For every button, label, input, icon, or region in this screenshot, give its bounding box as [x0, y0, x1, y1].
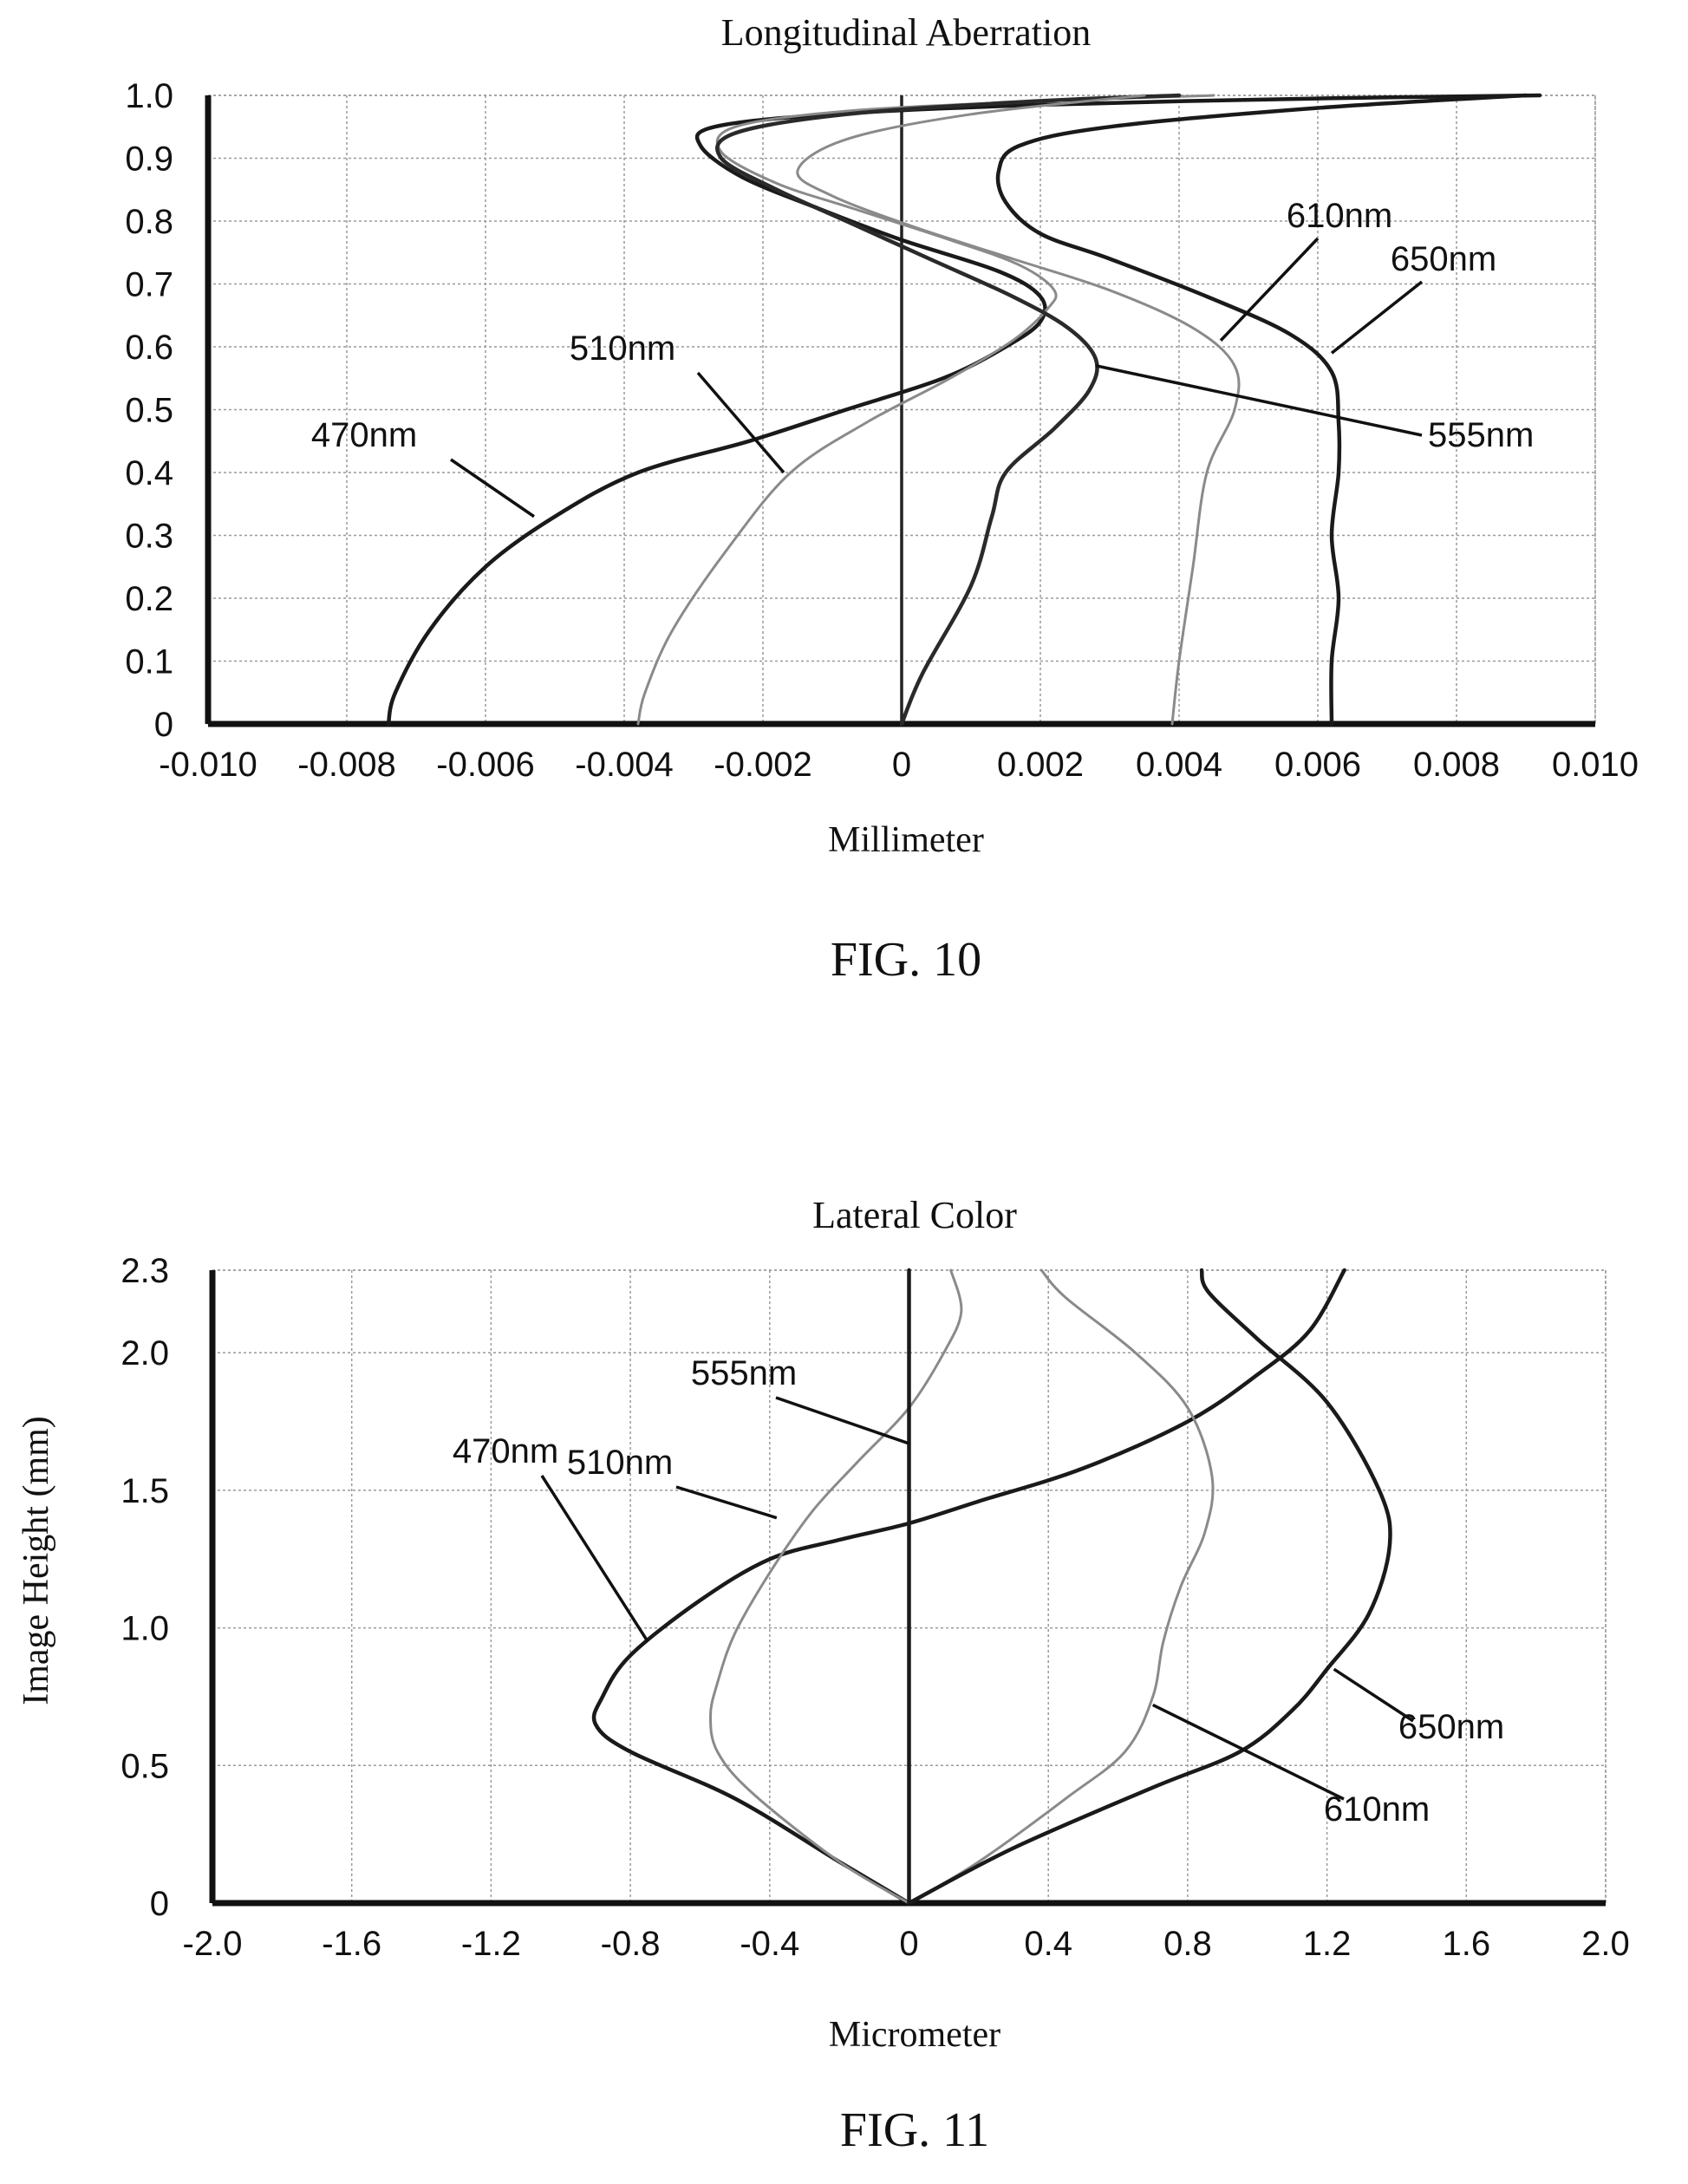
- annotation-leader-470nm: [540, 1475, 649, 1643]
- x-tick-label: -0.006: [436, 746, 534, 784]
- series-line-555nm: [714, 93, 1182, 727]
- x-tick-label: -0.010: [159, 746, 257, 784]
- annotation-leader-510nm: [696, 371, 785, 474]
- y-tick-label: 0.5: [125, 392, 173, 430]
- x-tick-label: 0: [892, 746, 911, 784]
- annotation-leader-610nm: [1219, 237, 1320, 342]
- y-tick-label: 2.3: [121, 1252, 169, 1290]
- series-line-650nm: [995, 93, 1528, 727]
- x-tick-label: 0.010: [1552, 746, 1639, 784]
- chart-longitudinal-aberration: Longitudinal Aberration Millimeter FIG. …: [125, 11, 1639, 987]
- y-tick-label: 2.0: [121, 1334, 169, 1372]
- x-tick-label: 0.002: [997, 746, 1084, 784]
- x-axis-label: Millimeter: [828, 820, 984, 860]
- x-tick-label: -1.6: [322, 1925, 381, 1963]
- x-tick-labels: -2.0 -1.6 -1.2 -0.8 -0.4 0 0.4 0.8 1.2 1.6 2.0: [183, 1925, 1630, 1963]
- x-tick-label: -0.8: [601, 1925, 661, 1963]
- y-tick-labels: 0 0.1 0.2 0.3 0.4 0.5 0.6 0.7 0.8 0.9 1.0: [125, 77, 173, 744]
- y-tick-label: 1.5: [121, 1472, 169, 1510]
- y-tick-label: 0.9: [125, 140, 173, 179]
- y-tick-label: 1.0: [121, 1610, 169, 1648]
- series-line-510nm: [709, 1268, 963, 1905]
- x-tick-label: -0.004: [575, 746, 673, 784]
- x-tick-label: 0: [899, 1925, 918, 1963]
- y-tick-label: 0.6: [125, 329, 173, 367]
- series-line-650nm: [907, 1268, 1392, 1906]
- x-tick-label: 0.008: [1413, 746, 1500, 784]
- annotation-label-610nm: 610nm: [1287, 197, 1392, 235]
- series-line-610nm: [908, 1268, 1215, 1905]
- series-group: [386, 93, 1542, 727]
- series-line-470nm: [591, 1268, 1346, 1906]
- series-line-610nm: [796, 94, 1241, 726]
- x-tick-label: -0.002: [714, 746, 811, 784]
- y-tick-labels: 0 0.5 1.0 1.5 2.0 2.3: [121, 1252, 169, 1923]
- annotation-label-555nm: 555nm: [691, 1354, 797, 1392]
- y-tick-label: 0: [150, 1885, 169, 1923]
- y-tick-label: 0: [154, 706, 173, 744]
- x-tick-labels: -0.010 -0.008 -0.006 -0.004 -0.002 0 0.002 0.00…: [159, 746, 1639, 784]
- figure-label: FIG. 10: [831, 933, 981, 987]
- annotation-leader-510nm: [675, 1485, 778, 1520]
- annotation-label-510nm: 510nm: [570, 329, 675, 368]
- x-tick-label: -0.4: [740, 1925, 799, 1963]
- y-tick-label: 0.5: [121, 1747, 169, 1785]
- y-tick-label: 0.3: [125, 518, 173, 556]
- annotations: 470nm 510nm 555nm 610nm 650nm: [311, 197, 1534, 518]
- annotation-leader-470nm: [450, 458, 535, 518]
- annotation-leader-650nm: [1333, 1667, 1414, 1723]
- y-tick-label: 0.4: [125, 454, 173, 492]
- chart-title: Longitudinal Aberration: [721, 11, 1091, 54]
- annotation-leader-555nm: [775, 1396, 910, 1445]
- annotation-label-610nm: 610nm: [1324, 1790, 1430, 1829]
- x-tick-label: -2.0: [183, 1925, 243, 1963]
- annotation-label-650nm: 650nm: [1398, 1708, 1504, 1746]
- annotation-leader-650nm: [1330, 280, 1424, 355]
- y-axis-label: Image Height (mm): [16, 1416, 56, 1705]
- x-tick-label: 0.4: [1024, 1925, 1072, 1963]
- x-axis-label: Micrometer: [829, 2015, 1000, 2055]
- series-line-470nm: [386, 93, 1542, 727]
- annotation-leader-610nm: [1151, 1703, 1345, 1801]
- figure-label: FIG. 11: [840, 2103, 989, 2157]
- chart-title: Lateral Color: [812, 1194, 1017, 1236]
- annotation-label-470nm: 470nm: [311, 416, 417, 454]
- y-tick-label: 0.8: [125, 203, 173, 241]
- y-tick-label: 0.2: [125, 580, 173, 618]
- x-tick-label: 1.2: [1303, 1925, 1352, 1963]
- annotation-label-555nm: 555nm: [1428, 416, 1534, 454]
- x-tick-label: -0.008: [297, 746, 395, 784]
- x-tick-label: 0.006: [1274, 746, 1361, 784]
- annotation-leader-555nm: [1095, 364, 1423, 437]
- x-tick-label: -1.2: [461, 1925, 521, 1963]
- annotation-label-650nm: 650nm: [1391, 240, 1496, 278]
- x-tick-label: 0.8: [1163, 1925, 1212, 1963]
- y-tick-label: 1.0: [125, 77, 173, 115]
- annotation-label-510nm: 510nm: [567, 1444, 673, 1482]
- y-tick-label: 0.1: [125, 643, 173, 681]
- chart-lateral-color: Lateral Color Micrometer Image Height (m…: [16, 1194, 1630, 2157]
- annotation-label-470nm: 470nm: [453, 1432, 558, 1470]
- x-tick-label: 1.6: [1442, 1925, 1490, 1963]
- x-tick-label: 2.0: [1581, 1925, 1630, 1963]
- series-group: [591, 1268, 1392, 1906]
- y-tick-label: 0.7: [125, 266, 173, 304]
- x-tick-label: 0.004: [1136, 746, 1222, 784]
- series-line-510nm: [636, 94, 1215, 726]
